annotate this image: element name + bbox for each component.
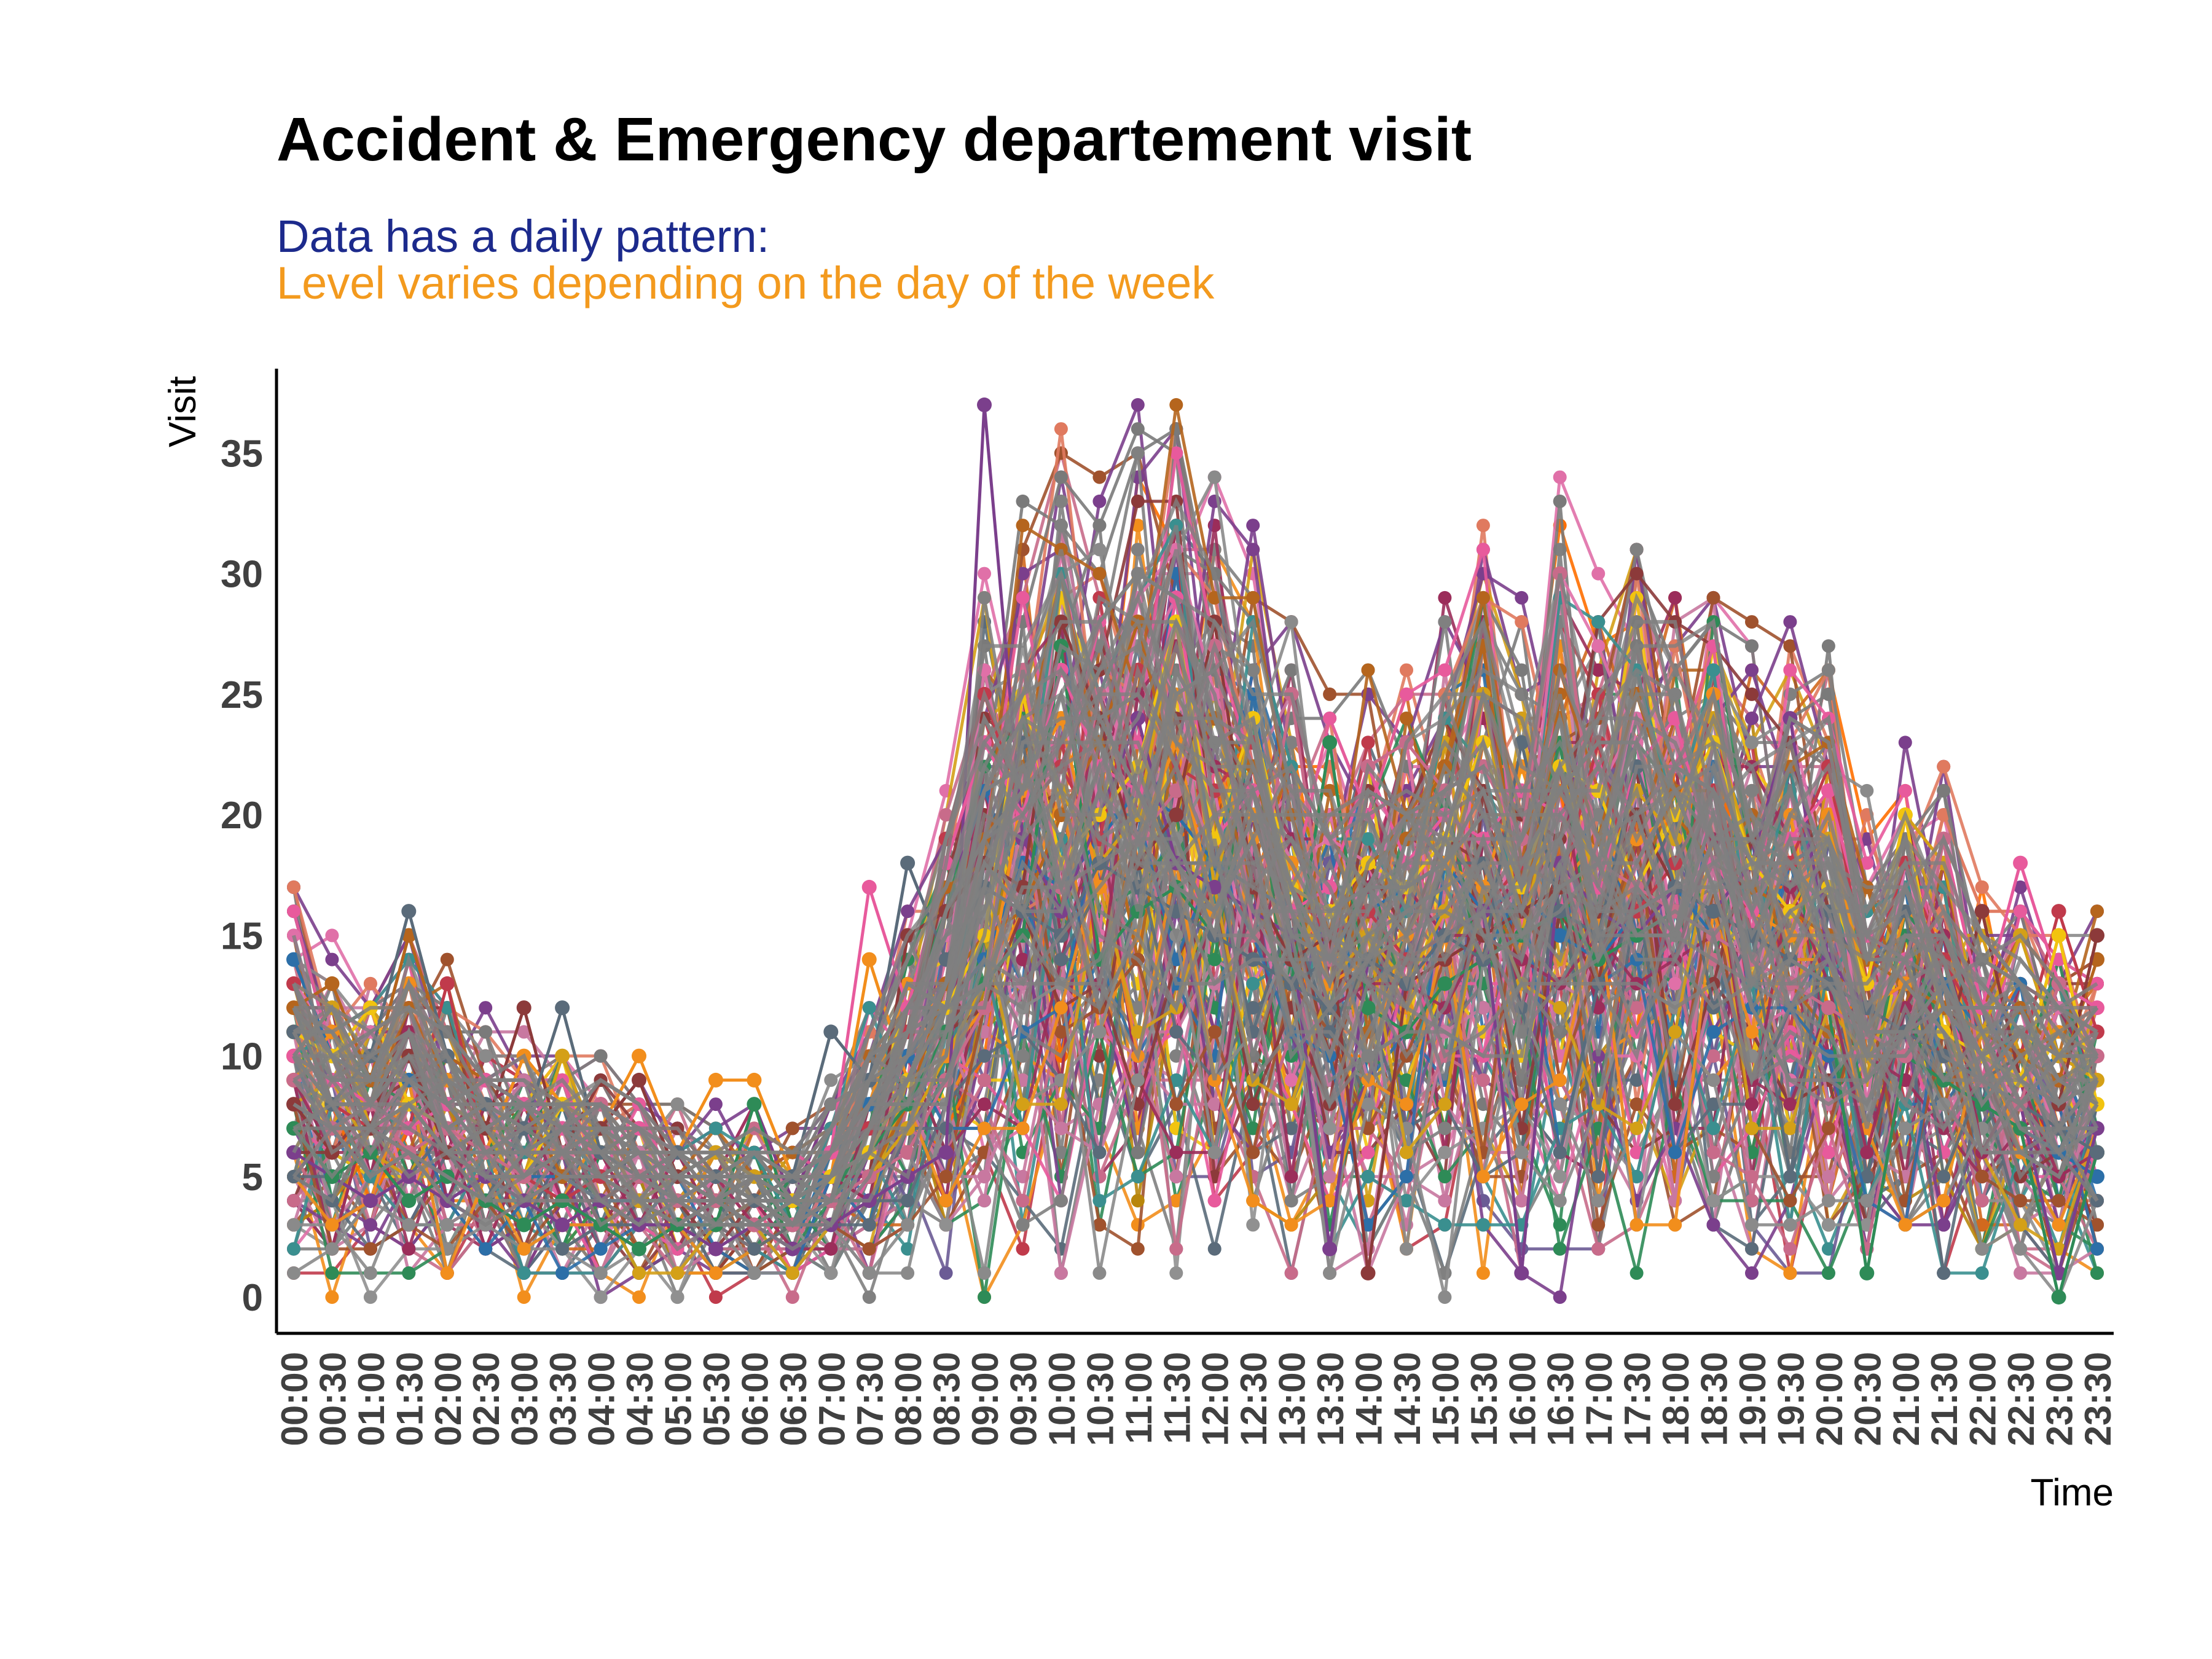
background-point bbox=[363, 976, 377, 990]
background-point bbox=[2014, 1266, 2028, 1280]
background-point bbox=[1706, 1049, 1720, 1063]
background-point bbox=[1054, 422, 1068, 436]
background-point bbox=[1591, 567, 1606, 581]
background-point bbox=[1207, 1242, 1222, 1256]
background-point bbox=[1591, 663, 1606, 677]
background-point bbox=[1975, 880, 1989, 894]
background-point bbox=[2014, 880, 2028, 894]
background-point bbox=[939, 1266, 953, 1280]
background-point bbox=[1054, 1145, 1068, 1159]
background-point bbox=[1476, 1266, 1490, 1280]
background-point bbox=[1937, 759, 1951, 774]
background-point bbox=[1591, 1242, 1606, 1256]
background-point bbox=[901, 904, 915, 919]
background-point bbox=[1438, 590, 1452, 605]
background-point bbox=[1092, 494, 1107, 508]
background-point bbox=[1092, 1049, 1107, 1063]
background-point bbox=[1016, 494, 1030, 508]
background-point bbox=[939, 808, 953, 822]
background-point bbox=[1131, 398, 1145, 412]
chart-subtitle-line-2: Level varies depending on the day of the… bbox=[276, 257, 1215, 308]
background-point bbox=[1630, 1073, 1644, 1087]
background-point bbox=[1745, 663, 1759, 677]
background-point bbox=[978, 567, 991, 581]
background-point bbox=[1092, 1169, 1107, 1183]
background-point bbox=[1745, 615, 1759, 629]
background-point bbox=[1745, 1242, 1759, 1256]
background-point bbox=[1438, 1194, 1452, 1208]
background-point bbox=[1783, 615, 1797, 629]
background-point bbox=[1054, 494, 1068, 508]
background-point bbox=[1361, 735, 1375, 750]
background-point bbox=[785, 1121, 799, 1135]
background-point bbox=[1515, 615, 1529, 629]
background-point bbox=[325, 1266, 339, 1280]
background-point bbox=[325, 952, 339, 967]
chart-title: Accident & Emergency departement visit bbox=[276, 105, 1472, 174]
background-point bbox=[1284, 1073, 1298, 1087]
background-point bbox=[1668, 590, 1682, 605]
background-point bbox=[1630, 1097, 1644, 1112]
background-point bbox=[1630, 1266, 1644, 1280]
background-point bbox=[1438, 1169, 1452, 1183]
background-point bbox=[1898, 735, 1912, 750]
chart-subtitle-line-1: Data has a daily pattern: bbox=[276, 211, 770, 262]
background-point bbox=[1131, 1242, 1145, 1256]
background-point bbox=[517, 1290, 531, 1304]
background-point bbox=[1400, 663, 1413, 677]
background-point bbox=[978, 1290, 991, 1304]
background-point bbox=[1092, 1218, 1107, 1232]
background-point bbox=[1284, 735, 1298, 750]
background-point bbox=[1284, 1121, 1298, 1135]
background-point bbox=[325, 1290, 339, 1304]
background-point bbox=[978, 1194, 991, 1208]
background-point bbox=[1016, 567, 1030, 581]
background-point bbox=[1553, 1242, 1567, 1256]
background-point bbox=[1706, 590, 1720, 605]
background-point bbox=[1783, 639, 1797, 653]
background-point bbox=[632, 1290, 646, 1304]
background-point bbox=[1092, 470, 1107, 484]
background-point bbox=[1821, 639, 1835, 653]
background-point bbox=[479, 1001, 493, 1015]
background-point bbox=[1745, 639, 1759, 653]
background-point bbox=[1054, 1266, 1068, 1280]
background-point bbox=[1745, 712, 1759, 726]
background-point bbox=[1323, 687, 1337, 701]
background-point bbox=[708, 1097, 723, 1112]
background-point bbox=[1821, 1266, 1835, 1280]
background-point bbox=[594, 1049, 608, 1063]
background-point bbox=[1284, 663, 1298, 677]
background-point bbox=[1131, 543, 1145, 557]
background-point bbox=[708, 1290, 723, 1304]
background-point bbox=[363, 1218, 377, 1232]
background-point bbox=[2090, 1266, 2104, 1280]
background-point bbox=[1246, 519, 1260, 533]
background-point bbox=[1016, 952, 1030, 967]
background-point bbox=[1131, 1194, 1145, 1208]
background-point bbox=[1553, 470, 1567, 484]
background-point bbox=[1016, 1242, 1030, 1256]
background-point bbox=[1515, 590, 1529, 605]
background-point bbox=[287, 880, 300, 894]
background-point bbox=[402, 1266, 416, 1280]
background-point bbox=[1591, 1218, 1606, 1232]
background-point bbox=[325, 928, 339, 943]
background-point bbox=[1131, 1218, 1145, 1232]
background-point bbox=[1476, 519, 1490, 533]
background-point bbox=[1169, 1169, 1183, 1183]
background-point bbox=[862, 1290, 876, 1304]
background-point bbox=[1783, 1266, 1797, 1280]
background-point bbox=[1975, 1218, 1989, 1232]
background-point bbox=[1284, 1266, 1298, 1280]
background-point bbox=[440, 952, 454, 967]
background-point bbox=[517, 1025, 531, 1039]
